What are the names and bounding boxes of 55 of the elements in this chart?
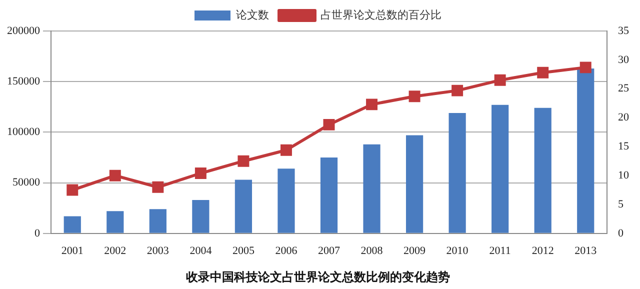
y-tick-label: 0 <box>34 227 40 240</box>
y2-tick-label: 35 <box>618 24 630 37</box>
x-tick-label: 2013 <box>574 244 598 257</box>
x-tick-label: 2011 <box>489 244 511 257</box>
y2-tick-label: 30 <box>618 54 630 66</box>
x-tick-label: 2001 <box>61 244 84 257</box>
point <box>408 90 420 102</box>
x-tick-label: 2010 <box>446 244 469 257</box>
x-tick-label: 2002 <box>104 244 126 257</box>
point <box>323 118 335 130</box>
y2-tick-label: 20 <box>618 112 630 124</box>
point <box>366 98 378 110</box>
x-tick-label: 2007 <box>318 244 340 257</box>
point <box>109 170 121 182</box>
y-tick-label: 100000 <box>7 126 40 138</box>
legend-label: 占世界论文总数的百分比 <box>320 8 442 22</box>
y-tick-label: 200000 <box>7 24 40 37</box>
bar <box>234 180 252 233</box>
point <box>537 66 549 78</box>
y-tick-label: 150000 <box>7 75 40 88</box>
x-tick-label: 2006 <box>275 244 298 257</box>
point <box>66 184 78 196</box>
y2-tick-label: 5 <box>618 198 624 210</box>
x-tick-label: 2012 <box>532 244 554 257</box>
text: 收录中国科技论文占世界论文总数比例的变化趋势 <box>186 270 450 284</box>
y2-tick-label: 15 <box>618 140 630 153</box>
bar <box>577 68 594 233</box>
bar <box>106 211 124 233</box>
x-tick-label: 2003 <box>146 244 170 257</box>
x-tick-label: 2004 <box>190 244 212 257</box>
bar <box>406 135 424 233</box>
point <box>152 181 164 193</box>
y2-tick-label: 10 <box>618 169 630 182</box>
point <box>238 155 250 167</box>
y2-tick-label: 25 <box>618 82 630 95</box>
point <box>452 84 464 96</box>
y-tick-label: 50000 <box>12 176 40 189</box>
point <box>580 62 592 74</box>
x-tick-label: 2005 <box>232 244 255 257</box>
bar <box>448 112 466 233</box>
y2-tick-label: 0 <box>618 227 624 240</box>
bar <box>192 200 210 233</box>
bar <box>492 104 509 233</box>
legend-label: 论文数 <box>236 8 269 22</box>
bar <box>363 144 380 233</box>
bar <box>278 168 295 233</box>
point <box>280 144 292 156</box>
bar <box>149 209 166 233</box>
bar <box>534 108 552 233</box>
bar <box>64 216 81 233</box>
x-tick-label: 2008 <box>360 244 384 257</box>
x-tick-label: 2009 <box>404 244 426 257</box>
point <box>494 74 506 86</box>
point <box>194 168 206 179</box>
bar <box>320 158 338 233</box>
